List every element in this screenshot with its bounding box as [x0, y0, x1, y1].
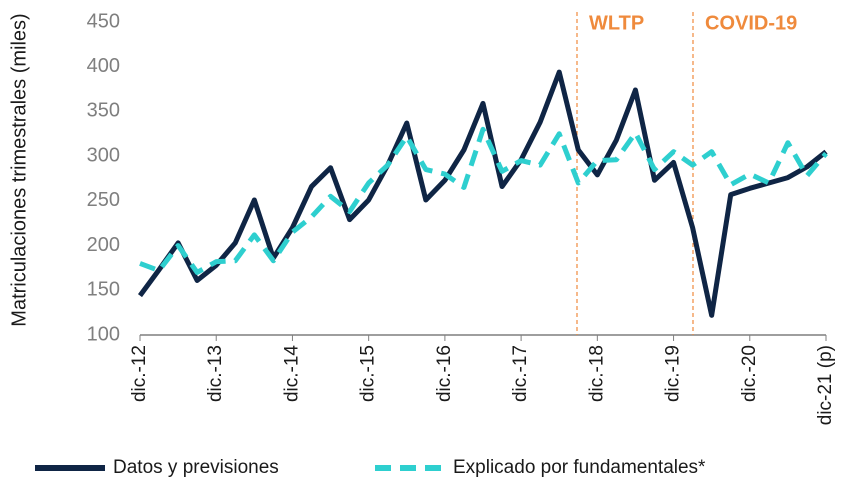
y-tick-label: 200 — [87, 234, 120, 256]
y-tick-label: 400 — [87, 55, 120, 77]
legend-label: Datos y previsiones — [113, 457, 279, 478]
x-tick-label: dic.-19 — [663, 345, 684, 402]
x-tick-label: dic.-17 — [510, 345, 531, 402]
annotation: WLTP — [589, 12, 644, 34]
series-line — [137, 69, 828, 318]
y-tick-label: 300 — [87, 144, 120, 166]
y-tick-label: 450 — [87, 10, 120, 32]
x-tick-label: dic.-12 — [129, 345, 150, 402]
y-tick-label: 250 — [87, 189, 120, 211]
y-tick-label: 350 — [87, 100, 120, 122]
legend-label: Explicado por fundamentales* — [453, 457, 706, 478]
y-tick-label: 150 — [87, 279, 120, 301]
x-tick-label: dic.-18 — [586, 345, 607, 402]
y-tick-label: 100 — [87, 323, 120, 345]
x-tick-label: dic.-13 — [205, 345, 226, 402]
x-tick-label: dic.-14 — [281, 345, 302, 402]
x-tick-label: dic.-16 — [434, 345, 455, 402]
annotation: COVID-19 — [705, 12, 797, 34]
y-axis-label: Matriculaciones trimestrales (miles) — [8, 13, 30, 326]
series-line — [139, 126, 828, 275]
x-tick-label: dic-21 (p) — [815, 345, 836, 425]
x-tick-label: dic.-15 — [358, 345, 379, 402]
x-tick-label: dic.-20 — [739, 345, 760, 402]
